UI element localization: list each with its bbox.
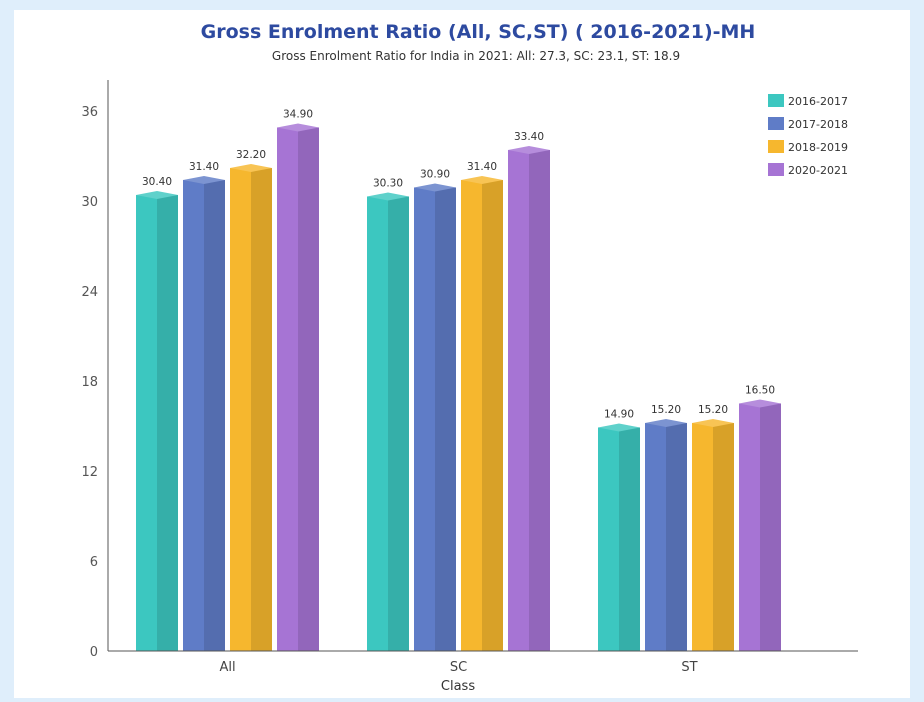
legend-swatch xyxy=(768,94,784,107)
bar-shade xyxy=(204,180,225,651)
y-axis: 0 6 12 18 24 30 36 xyxy=(81,80,109,660)
legend-swatch xyxy=(768,117,784,130)
bar xyxy=(414,183,456,651)
data-label: 30.30 xyxy=(373,178,403,190)
bar xyxy=(277,123,319,651)
data-label: 30.40 xyxy=(142,176,172,188)
chart-subtitle: Gross Enrolment Ratio for India in 2021:… xyxy=(272,49,680,63)
bar-top xyxy=(367,192,409,201)
bar-top xyxy=(277,123,319,132)
legend-label: 2016-2017 xyxy=(788,95,848,108)
bar xyxy=(461,176,503,651)
bar-shade xyxy=(666,423,687,651)
bar-top xyxy=(508,146,550,154)
x-tick-label: All xyxy=(219,660,235,675)
legend-item: 2016-2017 xyxy=(768,94,848,108)
data-label: 15.20 xyxy=(698,404,728,416)
bar-top xyxy=(692,419,734,427)
bar xyxy=(508,146,550,651)
data-label: 15.20 xyxy=(651,404,681,416)
data-label: 31.40 xyxy=(467,161,497,173)
bar xyxy=(136,191,178,651)
bar-shade xyxy=(251,168,272,651)
data-label: 33.40 xyxy=(514,131,544,143)
bar-shade xyxy=(713,423,734,651)
x-axis-title: Class xyxy=(441,679,475,694)
y-tick-label: 30 xyxy=(81,195,98,210)
bar-top xyxy=(414,183,456,192)
bar-shade xyxy=(482,180,503,651)
bar-shade xyxy=(157,195,178,651)
bar xyxy=(230,164,272,651)
y-tick-label: 0 xyxy=(90,645,98,660)
data-label: 30.90 xyxy=(420,169,450,181)
chart-title: Gross Enrolment Ratio (All, SC,ST) ( 201… xyxy=(201,21,756,43)
data-label: 34.90 xyxy=(283,109,313,121)
bar xyxy=(367,192,409,651)
legend-swatch xyxy=(768,163,784,176)
bar-shade xyxy=(435,187,456,651)
bar-top xyxy=(183,176,225,184)
bars-group: 30.40 31.40 32.20 34.90 30.30 30.90 31.40 33.40… xyxy=(136,109,781,651)
bar-top xyxy=(136,191,178,199)
data-label: 31.40 xyxy=(189,161,219,173)
legend-label: 2018-2019 xyxy=(788,141,848,154)
bar-shade xyxy=(619,427,640,651)
bar xyxy=(739,399,781,651)
y-tick-label: 36 xyxy=(81,105,98,120)
y-tick-label: 6 xyxy=(90,555,98,570)
legend-item: 2018-2019 xyxy=(768,140,848,154)
y-tick-label: 12 xyxy=(81,465,98,480)
bar xyxy=(183,176,225,651)
bar-top xyxy=(645,419,687,427)
y-tick-label: 18 xyxy=(81,375,98,390)
bar xyxy=(598,423,640,651)
bar-shade xyxy=(298,127,319,651)
legend: 2016-2017 2017-2018 2018-2019 2020-2021 xyxy=(768,94,848,177)
bar-shade xyxy=(388,196,409,651)
data-label: 16.50 xyxy=(745,385,775,397)
legend-label: 2017-2018 xyxy=(788,118,848,131)
x-axis: All SC ST xyxy=(108,650,858,675)
legend-label: 2020-2021 xyxy=(788,164,848,177)
legend-swatch xyxy=(768,140,784,153)
bar-top xyxy=(230,164,272,172)
y-tick-label: 24 xyxy=(81,285,98,300)
bar-top xyxy=(598,423,640,432)
data-label: 32.20 xyxy=(236,149,266,161)
bar xyxy=(645,419,687,651)
bar xyxy=(692,419,734,651)
legend-item: 2017-2018 xyxy=(768,117,848,131)
bar-shade xyxy=(760,403,781,651)
bar-top xyxy=(739,399,781,408)
legend-item: 2020-2021 xyxy=(768,163,848,177)
x-tick-label: ST xyxy=(681,660,697,675)
data-label: 14.90 xyxy=(604,409,634,421)
bar-shade xyxy=(529,150,550,651)
x-tick-label: SC xyxy=(450,660,467,675)
bar-top xyxy=(461,176,503,184)
